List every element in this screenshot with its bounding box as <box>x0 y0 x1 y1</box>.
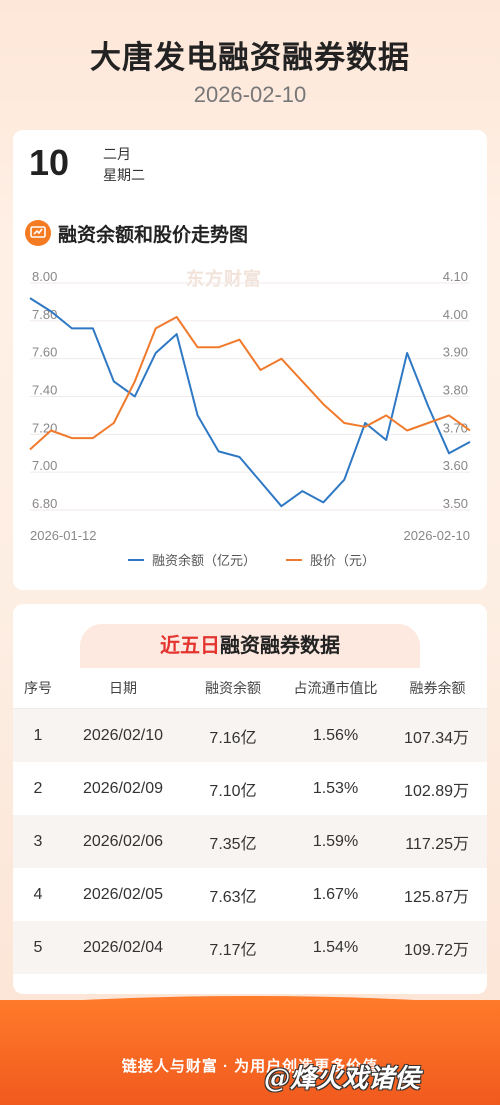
header-index: 序号 <box>24 680 52 696</box>
cell-short: 125.87万 <box>404 888 469 906</box>
cell-date: 2026/02/04 <box>82 938 164 956</box>
right-tick-label: 3.70 <box>443 420 468 435</box>
date-day: 10 <box>29 142 70 183</box>
left-axis-ticks: 8.007.807.607.407.207.006.80 <box>32 269 57 511</box>
table-title: 近五日融资融券数据 <box>80 624 420 668</box>
cell-ratio: 1.56% <box>312 726 359 744</box>
date-badge: 10 二月 星期二 <box>13 130 173 192</box>
legend-item-price: 股价（元） <box>286 550 375 569</box>
cell-short: 107.34万 <box>404 729 469 747</box>
series-line <box>29 316 471 451</box>
chart-card <box>13 130 487 590</box>
date-month: 二月 <box>103 146 131 162</box>
cell-index: 2 <box>33 779 43 797</box>
chart-series <box>29 297 471 508</box>
footer-banner <box>0 1000 500 1105</box>
cell-ratio: 1.59% <box>312 832 359 850</box>
cell-financing: 7.17亿 <box>209 941 257 959</box>
left-tick-label: 7.40 <box>32 383 57 398</box>
cell-index: 1 <box>33 726 43 744</box>
right-tick-label: 3.80 <box>443 383 468 398</box>
table-title-highlight: 近五日 <box>160 635 220 657</box>
legend-swatch-blue <box>128 558 144 561</box>
table-title-rest: 融资融券数据 <box>220 635 340 657</box>
chart-title: 融资余额和股价走势图 <box>58 225 249 246</box>
signature-watermark: @烽火戏诸侯 <box>264 1064 421 1094</box>
left-tick-label: 7.20 <box>32 420 57 435</box>
right-tick-label: 4.10 <box>443 269 468 284</box>
legend-item-financing: 融资余额（亿元） <box>128 550 256 569</box>
table-row: 3 2026/02/06 7.35亿 1.59% 117.25万 <box>13 815 487 868</box>
date-weekday: 星期二 <box>103 167 145 183</box>
cell-index: 5 <box>33 938 43 956</box>
watermark: 东方财富 <box>186 269 262 289</box>
left-tick-label: 6.80 <box>32 496 57 511</box>
x-tick-start: 2026-01-12 <box>30 528 97 543</box>
series-line <box>29 297 471 508</box>
cell-ratio: 1.53% <box>312 779 359 797</box>
left-tick-label: 7.00 <box>32 458 57 473</box>
line-chart: 8.007.807.607.407.207.006.80 4.104.003.9… <box>29 269 471 543</box>
chart-grid <box>30 282 470 511</box>
header-ratio: 占流通市值比 <box>293 680 378 696</box>
cell-date: 2026/02/05 <box>82 885 164 903</box>
right-tick-label: 3.90 <box>443 345 468 360</box>
chart-icon <box>25 220 51 246</box>
table-row: 1 2026/02/10 7.16亿 1.56% 107.34万 <box>13 709 487 762</box>
header-date: 日期 <box>109 680 137 696</box>
cell-financing: 7.10亿 <box>209 782 257 800</box>
table-header: 序号 日期 融资余额 占流通市值比 融券余额 <box>13 668 487 709</box>
cell-short: 109.72万 <box>404 941 469 959</box>
table-row: 2 2026/02/09 7.10亿 1.53% 102.89万 <box>13 762 487 815</box>
legend-label-financing: 融资余额（亿元） <box>152 553 257 568</box>
right-tick-label: 3.60 <box>443 458 468 473</box>
cell-index: 4 <box>33 885 43 903</box>
cell-index: 3 <box>33 832 43 850</box>
cell-financing: 7.16亿 <box>209 729 257 747</box>
cell-date: 2026/02/06 <box>82 832 164 850</box>
header-short: 融券余额 <box>409 680 466 696</box>
right-axis-ticks: 4.10 4.00 3.90 3.80 3.70 3.60 3.50 <box>443 269 468 511</box>
page-title: 大唐发电融资融券数据 <box>90 40 410 75</box>
cell-financing: 7.63亿 <box>209 888 257 906</box>
cell-date: 2026/02/10 <box>82 726 164 744</box>
cell-date: 2026/02/09 <box>82 779 164 797</box>
cell-financing: 7.35亿 <box>209 835 257 853</box>
table-row: 4 2026/02/05 7.63亿 1.67% 125.87万 <box>13 868 487 921</box>
header-financing: 融资余额 <box>205 680 261 696</box>
page-date: 2026-02-10 <box>193 82 307 107</box>
footer-slogan: 链接人与财富 · 为用户创造更多价值 <box>121 1058 379 1075</box>
x-tick-end: 2026-02-10 <box>404 528 471 543</box>
legend-swatch-orange <box>286 558 302 561</box>
cell-short: 102.89万 <box>404 782 469 800</box>
legend-label-price: 股价（元） <box>310 553 376 568</box>
right-tick-label: 4.00 <box>443 307 468 322</box>
cell-short: 117.25万 <box>405 835 469 853</box>
left-tick-label: 8.00 <box>32 269 57 284</box>
cell-ratio: 1.54% <box>312 938 359 956</box>
table-row: 5 2026/02/04 7.17亿 1.54% 109.72万 <box>13 921 487 974</box>
cell-ratio: 1.67% <box>312 885 359 903</box>
margin-table: 序号 日期 融资余额 占流通市值比 融券余额 1 2026/02/10 7.16… <box>13 668 487 974</box>
right-tick-label: 3.50 <box>443 496 468 511</box>
left-tick-label: 7.60 <box>32 345 57 360</box>
